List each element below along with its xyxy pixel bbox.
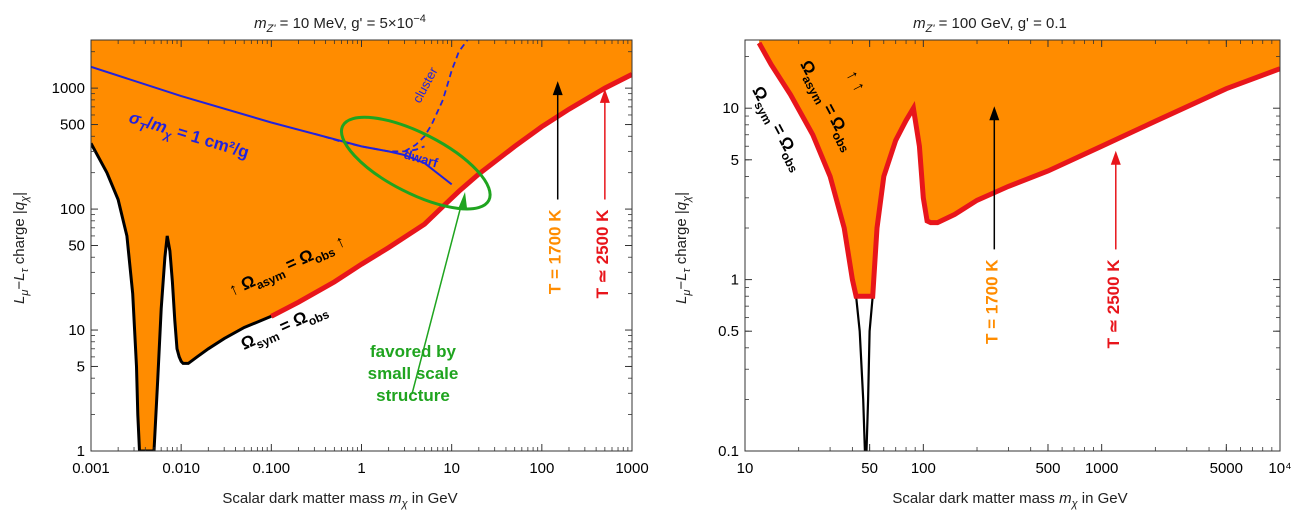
- left-cluster-curve: [404, 40, 469, 153]
- left-y-tick-label: 5: [77, 358, 85, 375]
- right-y-tick-label: 0.5: [718, 323, 739, 340]
- left-allowed-region: [91, 40, 632, 451]
- right-asym-curve: [756, 41, 1280, 299]
- right-x-tick-label: 500: [1035, 460, 1060, 477]
- left-sym-curve: [91, 142, 272, 451]
- favored-pointer-arrow: [411, 201, 463, 395]
- right-plot-area: [756, 40, 1280, 451]
- right-x-tick-label: 10⁴: [1268, 460, 1291, 477]
- right-allowed-region: [759, 40, 1280, 297]
- right-plot-frame: [744, 39, 1281, 452]
- left-x-tick-label: 100: [529, 460, 554, 477]
- right-x-tick-label: 50: [861, 460, 878, 477]
- left-x-axis-label: Scalar dark matter mass mχ in GeV: [222, 490, 457, 510]
- right-x-tick-label: 5000: [1210, 460, 1243, 477]
- left-plot-area: [91, 40, 632, 451]
- favored-label-line: small scale: [368, 364, 459, 383]
- left-x-tick-label: 0.010: [162, 460, 200, 477]
- left-y-tick-label: 1000: [52, 80, 85, 97]
- temperature-arrowhead: [599, 88, 610, 103]
- right-x-tick-label: 1000: [1085, 460, 1118, 477]
- right-y-tick-label: 1: [731, 272, 739, 289]
- temperature-2500-label: T ≃ 2500 K: [593, 209, 612, 299]
- right-temperature-arrowhead: [1110, 150, 1121, 165]
- left-x-tick-label: 1000: [615, 460, 648, 477]
- right-x-tick-label: 10: [737, 460, 754, 477]
- left-y-tick-label: 10: [68, 322, 85, 339]
- right-temperature-2500-label: T ≃ 2500 K: [1104, 259, 1123, 349]
- right-chart-panel: mZ' = 100 GeV, g' = 0.1 10 50 100 500 1000 50…: [673, 15, 1292, 510]
- left-asym-curve: [270, 72, 632, 319]
- favored-label-line: structure: [376, 386, 450, 405]
- left-dwarf-curve: [314, 132, 425, 153]
- right-y-tick-label: 5: [731, 152, 739, 169]
- right-y-axis-label: Lμ−Lτ charge |qχ|: [673, 192, 693, 304]
- left-chart-title: mZ' = 10 MeV, g' = 5×10−4: [254, 13, 426, 35]
- left-x-tick-label: 1: [357, 460, 365, 477]
- left-axes: 0.001 0.010 0.100 1 10 100 1000 1 5 10 50 100 500 100…: [52, 40, 649, 477]
- left-y-tick-label: 100: [60, 201, 85, 218]
- right-axes: 10 50 100 500 1000 5000 10⁴ 0.1 0.5 1 5 10: [718, 40, 1292, 477]
- right-x-axis-label: Scalar dark matter mass mχ in GeV: [892, 490, 1127, 510]
- right-y-tick-label: 10: [722, 100, 739, 117]
- left-y-tick-label: 1: [77, 443, 85, 460]
- left-chart-panel: mZ' = 10 MeV, g' = 5×10−4 0.001 0.010 0.10…: [11, 13, 649, 510]
- favored-label-line: favored by: [370, 342, 457, 361]
- left-x-tick-label: 10: [443, 460, 460, 477]
- right-x-tick-label: 100: [911, 460, 936, 477]
- right-chart-title: mZ' = 100 GeV, g' = 0.1: [913, 15, 1067, 35]
- left-y-tick-label: 500: [60, 117, 85, 134]
- right-temperature-arrowhead: [989, 106, 1000, 121]
- left-y-axis-label: Lμ−Lτ charge |qχ|: [11, 192, 31, 304]
- temperature-arrowhead: [552, 81, 563, 96]
- favored-pointer-arrowhead: [458, 192, 467, 209]
- left-y-tick-label: 50: [68, 238, 85, 255]
- temperature-1700-label: T = 1700 K: [546, 209, 565, 294]
- right-y-tick-label: 0.1: [718, 443, 739, 460]
- left-favored-ellipse: [339, 115, 492, 211]
- left-x-tick-label: 0.001: [72, 460, 110, 477]
- right-temperature-1700-label: T = 1700 K: [982, 259, 1001, 344]
- left-x-tick-label: 0.100: [253, 460, 291, 477]
